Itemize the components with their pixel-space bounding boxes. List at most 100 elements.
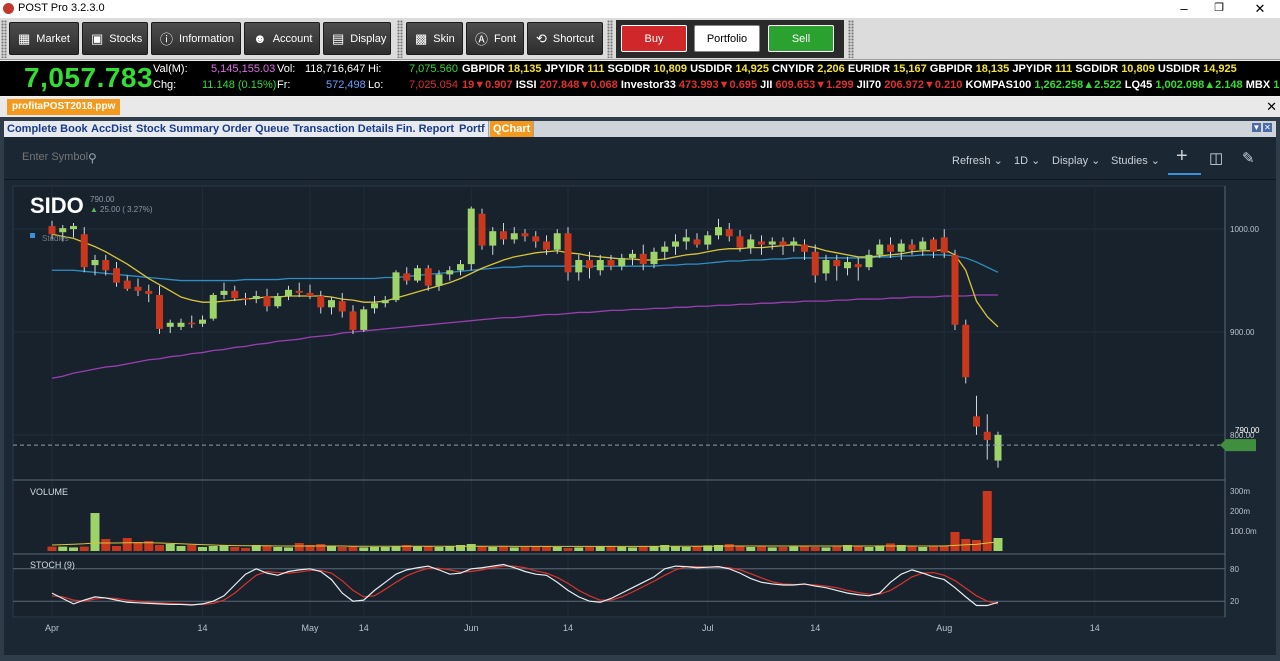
restore-panel-icon[interactable]: ▼: [1252, 123, 1261, 132]
display-button[interactable]: ▤ Display: [323, 22, 391, 55]
account-button[interactable]: ☻ Account: [244, 22, 320, 55]
buy-button[interactable]: Buy: [621, 25, 687, 52]
tab-order-queue[interactable]: Order Queue: [219, 121, 294, 137]
candle-down: [500, 231, 507, 240]
candle-up: [166, 322, 174, 327]
sell-button[interactable]: Sell: [768, 25, 834, 52]
index-value: 609.653: [775, 79, 816, 91]
close-panel-icon[interactable]: ✕: [1263, 123, 1272, 132]
window-title: POST Pro 3.2.3.0: [18, 2, 105, 14]
skin-button[interactable]: ▩ Skin: [406, 22, 463, 55]
font-label: Font: [494, 32, 517, 45]
val-label: Val(M):: [153, 63, 188, 75]
down-arrow-icon: ▼0.907: [474, 79, 513, 91]
comment-icon[interactable]: ◫: [1209, 150, 1224, 167]
candle-down: [532, 236, 540, 242]
volume-bar: [939, 545, 949, 551]
volume-bar: [219, 545, 229, 551]
portfolio-button[interactable]: Portfolio: [694, 25, 760, 52]
symbol-input[interactable]: [22, 151, 92, 163]
candle-up: [285, 289, 292, 296]
candle-up: [381, 300, 389, 304]
display-dropdown[interactable]: Display ⌄: [1052, 155, 1101, 167]
lo-label: Lo:: [368, 79, 384, 91]
toolbar-grip[interactable]: [1, 20, 7, 58]
document-tab-bar: profitaPOST2018.ppw ✕: [0, 97, 1280, 117]
index-value: 19: [462, 79, 475, 91]
crosshair-icon[interactable]: +: [1176, 145, 1188, 167]
tab-stock-summary[interactable]: Stock Summary: [133, 121, 224, 137]
candle-up: [457, 264, 464, 271]
stocks-button[interactable]: ▣ Stocks: [82, 22, 148, 55]
candle-down: [725, 229, 733, 237]
candle-down: [306, 292, 314, 296]
currency-code: USDIDR: [1157, 63, 1204, 75]
x-tick-label: Aug: [936, 623, 952, 633]
currency-code: CNYIDR: [772, 63, 818, 75]
volume-bar: [488, 547, 498, 551]
close-button[interactable]: ✕: [1254, 1, 1266, 16]
volume-bar: [359, 547, 369, 551]
x-tick-label: Jul: [702, 623, 714, 633]
last-price-marker: 790.00: [1235, 426, 1260, 435]
chg-value: 11.148 (0.15%): [202, 79, 277, 91]
interval-dropdown[interactable]: 1D ⌄: [1014, 155, 1041, 167]
market-button[interactable]: ▦ Market: [9, 22, 79, 55]
tab-portf[interactable]: Portf: [456, 121, 489, 137]
candle-down: [887, 244, 894, 252]
information-button[interactable]: ⓘ Information: [151, 22, 241, 55]
tab-fin-report[interactable]: Fin. Report: [393, 121, 459, 137]
volume-bar: [800, 546, 809, 551]
shortcut-button[interactable]: ⟲ Shortcut: [527, 22, 603, 55]
last-price-badge: [1220, 439, 1256, 452]
lo-value: 7,025.054: [409, 79, 458, 91]
active-tool-indicator: [1168, 173, 1201, 175]
account-icon: ☻: [253, 31, 267, 46]
minimize-button[interactable]: –: [1180, 1, 1188, 16]
maximize-button[interactable]: ❐: [1214, 2, 1224, 14]
search-icon[interactable]: ⚲: [88, 151, 97, 165]
candle-up: [768, 241, 776, 245]
volume-bar: [348, 546, 358, 551]
volume-bar: [714, 545, 723, 551]
stocks-label: Stocks: [109, 32, 143, 45]
volume-bar: [305, 545, 315, 551]
skin-label: Skin: [433, 32, 455, 45]
close-document-icon[interactable]: ✕: [1266, 99, 1277, 114]
tab-accdist[interactable]: AccDist: [88, 121, 136, 137]
studies-dropdown[interactable]: Studies ⌄: [1111, 155, 1160, 167]
candle-down: [134, 286, 142, 291]
volume-bar: [918, 547, 928, 551]
market-ticker: 7,057.783 Val(M): 5,145,155.03 Vol: 118,…: [0, 61, 1280, 96]
volume-bar: [724, 544, 734, 551]
refresh-dropdown[interactable]: Refresh ⌄: [952, 155, 1003, 167]
tab-complete-book[interactable]: Complete Book: [4, 121, 92, 137]
vol-value: 118,716,647: [305, 63, 366, 75]
volume-bar: [929, 546, 938, 551]
candle-up: [360, 309, 368, 330]
tab-transaction-details[interactable]: Transaction Details: [290, 121, 398, 137]
candle-down: [424, 268, 432, 286]
index-value: 207.848: [539, 79, 580, 91]
font-button[interactable]: Ⓐ Font: [466, 22, 524, 55]
candle-down: [962, 324, 970, 378]
volume-bar: [638, 546, 648, 551]
up-arrow-icon: ▲2.148: [1204, 79, 1243, 91]
candle-up: [715, 227, 722, 236]
price-chart[interactable]: 1000.00 900.00 800.00 Apr 14 May 14 Jun 14 Jul 14 A…: [4, 180, 1276, 655]
volume-bar: [746, 547, 756, 551]
document-tab[interactable]: profitaPOST2018.ppw: [7, 99, 121, 115]
volume-bar: [391, 546, 401, 551]
currency-code: USDIDR: [690, 63, 736, 75]
draw-pencil-icon[interactable]: ✎: [1242, 150, 1255, 167]
chart-toolbar: ⚲ Refresh ⌄ 1D ⌄ Display ⌄ Studies ⌄ + ◫…: [4, 137, 1276, 180]
candle-up: [897, 243, 905, 252]
tab-qchart[interactable]: QChart: [490, 121, 535, 137]
volume-bar: [982, 491, 992, 551]
toolbar-grip[interactable]: [607, 20, 613, 58]
volume-bar: [413, 546, 422, 551]
candle-down: [543, 241, 550, 250]
toolbar-grip[interactable]: [397, 20, 403, 58]
studies-label[interactable]: Studies: [42, 234, 69, 243]
toolbar-grip[interactable]: [848, 20, 854, 58]
